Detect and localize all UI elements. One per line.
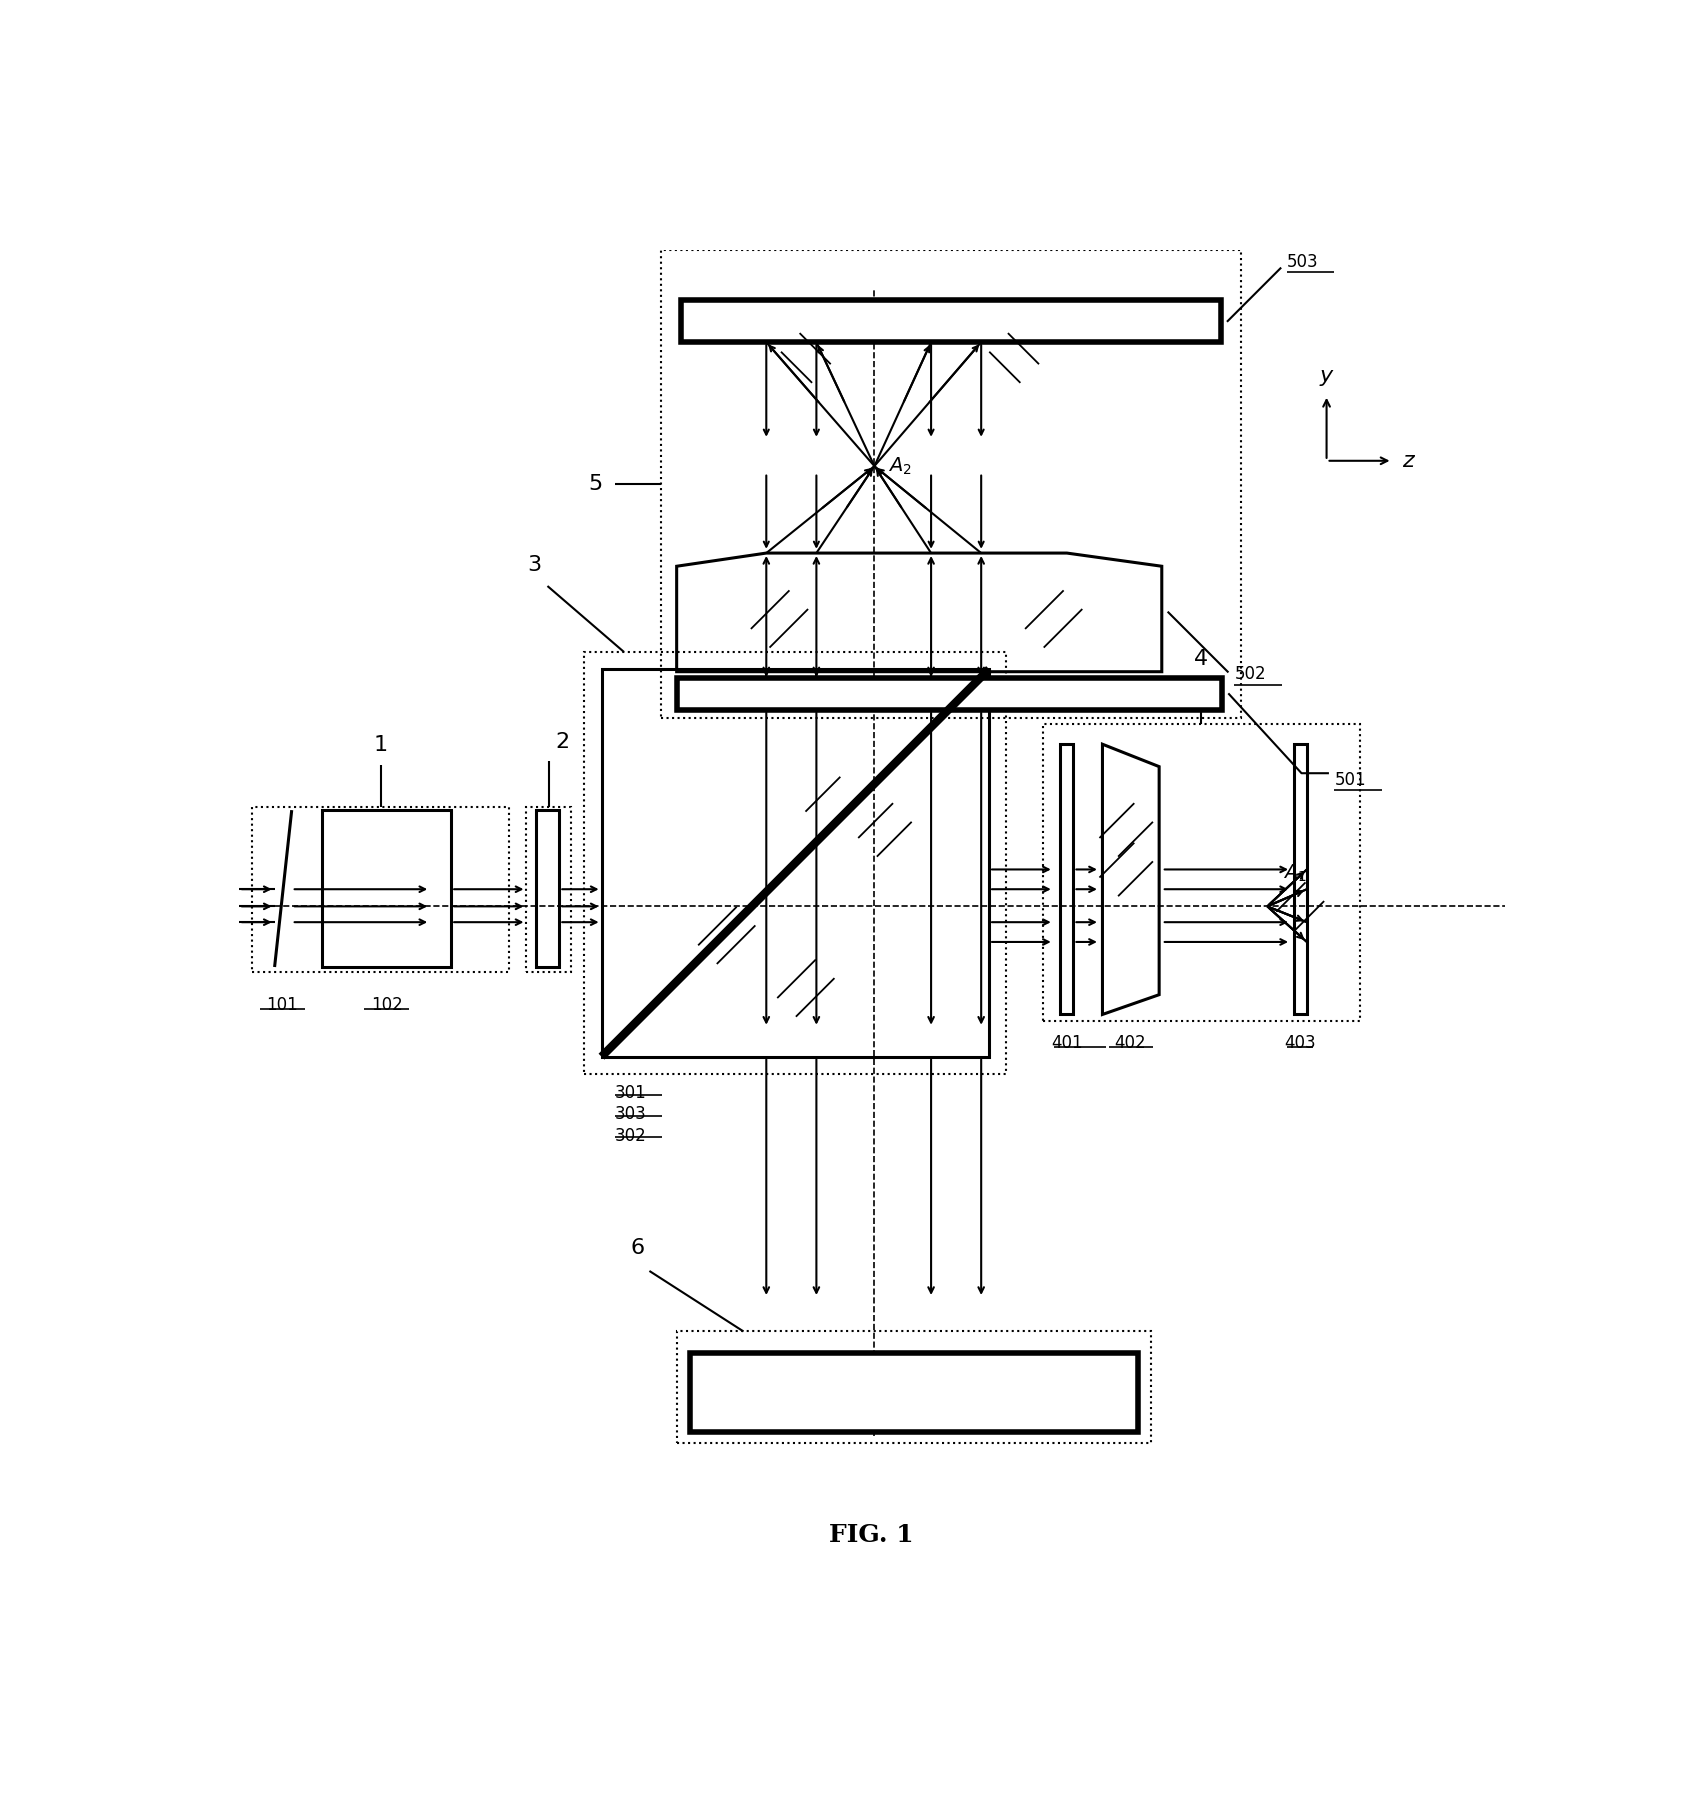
Text: 101: 101 — [267, 995, 298, 1013]
Text: 5: 5 — [589, 473, 602, 493]
Text: 501: 501 — [1335, 770, 1366, 788]
Text: 102: 102 — [371, 995, 403, 1013]
Bar — [677, 679, 1223, 709]
Text: 3: 3 — [527, 556, 541, 576]
Text: FIG. 1: FIG. 1 — [830, 1523, 913, 1548]
Text: 302: 302 — [614, 1127, 646, 1145]
Text: 6: 6 — [629, 1238, 645, 1258]
Bar — [321, 810, 451, 967]
Text: 502: 502 — [1235, 666, 1266, 684]
Bar — [691, 1354, 1138, 1433]
Bar — [660, 250, 1242, 718]
Bar — [585, 652, 1007, 1075]
Text: 1: 1 — [374, 734, 388, 754]
Bar — [1060, 743, 1073, 1015]
Text: $A_1$: $A_1$ — [1283, 862, 1306, 884]
Text: 503: 503 — [1288, 252, 1318, 270]
Bar — [680, 301, 1221, 342]
Text: 401: 401 — [1051, 1035, 1082, 1053]
Bar — [602, 670, 988, 1057]
Bar — [526, 808, 572, 972]
Text: 4: 4 — [1194, 650, 1208, 670]
Text: 301: 301 — [614, 1084, 646, 1102]
Bar — [677, 1330, 1152, 1444]
Text: z: z — [1402, 450, 1414, 472]
Bar — [1043, 724, 1359, 1021]
Text: 403: 403 — [1284, 1035, 1317, 1053]
Bar — [252, 808, 509, 972]
Text: 402: 402 — [1114, 1035, 1146, 1053]
Text: 303: 303 — [614, 1105, 646, 1123]
Bar — [536, 810, 560, 967]
Text: 2: 2 — [555, 733, 570, 752]
Text: $A_2$: $A_2$ — [888, 455, 912, 477]
Bar — [1293, 743, 1306, 1015]
Text: y: y — [1320, 365, 1334, 385]
